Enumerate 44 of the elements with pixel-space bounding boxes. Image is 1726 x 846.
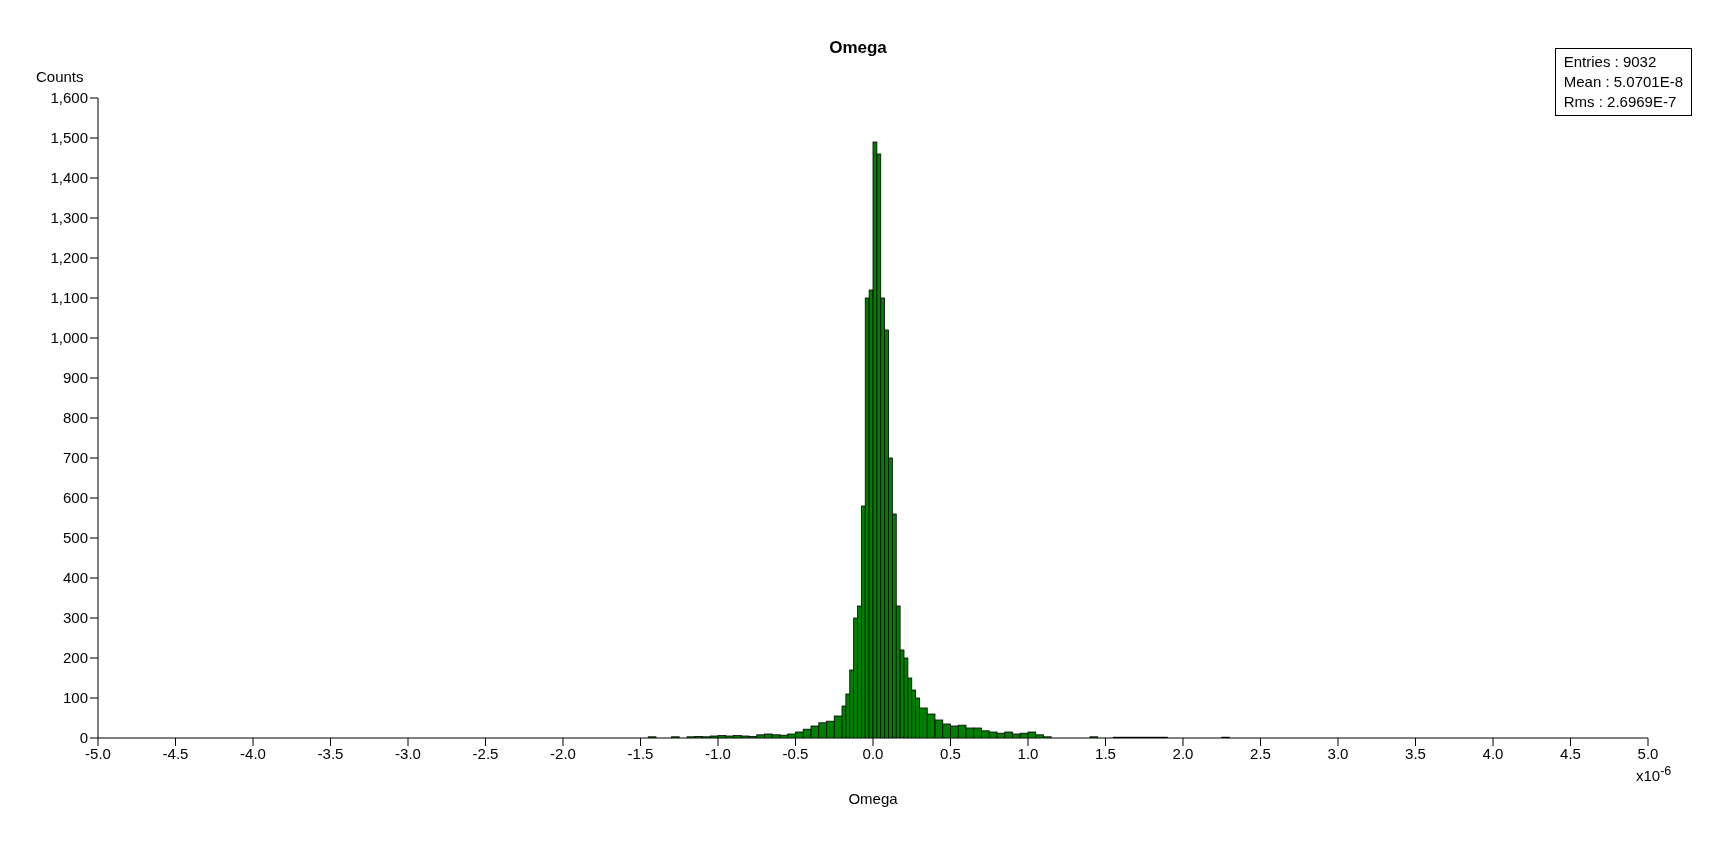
text: x10$^{-6}$ [1636,764,1672,784]
y-tick-label: 800 [62,409,88,427]
x-tick-label: -3.0 [395,744,421,762]
y-tick-label: 1,000 [50,329,88,347]
x-tick-label: 0.0 [862,744,884,762]
x-tick-label: 0.5 [940,744,961,762]
x-tick-label: -3.5 [317,744,344,762]
x-tick-label: 3.5 [1405,744,1426,762]
y-tick-label: 1,300 [50,209,88,227]
y-tick-label: 1,500 [50,129,88,147]
x-tick-label: -2.5 [472,744,499,762]
y-tick-label: 1,200 [50,249,88,267]
chart-title: Omega [829,38,887,57]
x-tick-label: 1.0 [1017,744,1039,762]
x-tick-label: -2.0 [550,744,576,762]
y-tick-label: 1,100 [50,289,88,307]
annotation: Rms : 2.6969E-7 [1563,92,1678,112]
y-tick-label: 0 [79,729,88,747]
x-tick-label: 4.0 [1482,744,1504,762]
stats-box: Entries : 9032 Mean : 5.0701E-8 Rms : 2.6969E-7 [1554,48,1692,116]
x-tick-label: -1.5 [627,744,654,762]
y-tick-label: 600 [62,489,88,507]
x-tick-label: 3.0 [1327,744,1349,762]
x-tick-label: 2.5 [1250,744,1271,762]
y-tick-label: 700 [62,449,88,467]
x-tick-label: -5.0 [85,744,111,762]
x-tick-label: -0.5 [782,744,809,762]
x-tick-label: 1.5 [1095,744,1116,762]
x-tick-label: 4.5 [1560,744,1581,762]
y-tick-label: 900 [62,369,88,387]
x-tick-label: -4.0 [240,744,266,762]
x-axis-title: Omega [848,790,899,807]
y-tick-label: 1,600 [50,89,88,107]
y-tick-label: 200 [62,649,88,667]
y-tick-label: 400 [62,569,88,587]
y-tick-label: 1,400 [50,169,88,187]
y-axis-title: Counts [36,68,84,85]
y-tick-label: 100 [62,689,88,707]
x-tick-label: 5.0 [1637,744,1659,762]
x-tick-label: -1.0 [705,744,731,762]
y-tick-label: 300 [62,609,88,627]
x-tick-label: 2.0 [1172,744,1194,762]
x-tick-label: -4.5 [162,744,189,762]
y-tick-label: 500 [62,529,88,547]
